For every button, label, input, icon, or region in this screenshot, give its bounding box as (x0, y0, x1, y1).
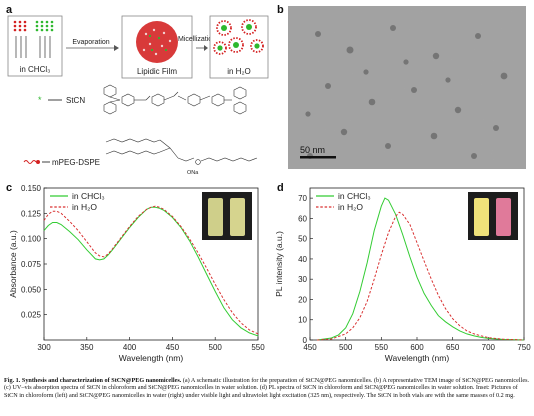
tem-image: 50 nm (288, 6, 526, 169)
x-tick-label: 400 (123, 343, 137, 352)
caption-body: (a) A schematic illustration for the pre… (4, 377, 530, 399)
y-tick-label: 20 (298, 295, 307, 304)
step3-label: in H₂O (227, 67, 251, 76)
pl-chart: 450 500 550 600 650 700 750 0 10 20 30 40 50 60 70 Wave… (274, 187, 531, 363)
y-tick-label: 10 (298, 316, 307, 325)
x-tick-label: 600 (410, 343, 424, 352)
y-tick-label: 30 (298, 275, 307, 284)
vial-photo-inset (202, 192, 252, 240)
peg-dots-red (13, 20, 27, 32)
stcn-dots-green (35, 20, 54, 32)
peg-legend-label: mPEG-DSPE (52, 158, 100, 167)
panel-letter-d: d (277, 182, 284, 194)
series-line-1 (317, 211, 525, 341)
x-tick-label: 550 (251, 343, 265, 352)
stcn-molecule (103, 84, 247, 115)
figure-caption: Fig. 1. Synthesis and characterization o… (4, 377, 530, 399)
micellization-label: Micellization (178, 36, 216, 43)
micellization-arrowhead (204, 45, 208, 51)
peg-molecule (105, 138, 258, 165)
tem-particles (305, 25, 508, 159)
schematic-drawing: in CHCl₃ Evaporation Lipidic Film Micell… (7, 15, 269, 176)
vial-photo-inset (468, 192, 518, 240)
y-tick-label: 40 (298, 255, 307, 264)
lipidic-film-blob (136, 21, 178, 63)
y-tick-label: 0.125 (21, 209, 42, 218)
y-tick-label: 0.150 (21, 184, 42, 193)
x-tick-label: 300 (37, 343, 51, 352)
caption-title: Synthesis and characterization of StCN@P… (20, 377, 182, 384)
evaporation-label: Evaporation (72, 39, 109, 46)
sodium-label: ONa (187, 170, 199, 176)
y-tick-label: 0.075 (21, 260, 42, 269)
y-tick-label: 0 (303, 336, 308, 345)
y-tick-label: 0.025 (21, 311, 42, 320)
y-axis-label: Absorbance (a.u.) (8, 230, 18, 298)
y-tick-label: 70 (298, 194, 307, 203)
legend-label-1: in H₂O (338, 202, 363, 212)
x-tick-label: 450 (303, 343, 317, 352)
x-tick-label: 350 (80, 343, 94, 352)
vial-right (496, 198, 511, 236)
scale-bar-label: 50 nm (300, 145, 326, 155)
legend-label-0: in CHCl₃ (338, 191, 371, 201)
x-tick-label: 650 (446, 343, 460, 352)
y-tick-label: 50 (298, 235, 307, 244)
x-tick-label: 500 (209, 343, 223, 352)
y-axis-label: PL intensity (a.u.) (274, 231, 284, 297)
legend-label-1: in H₂O (72, 202, 97, 212)
y-tick-label: 60 (298, 214, 307, 223)
schematic-panel: in CHCl₃ Evaporation Lipidic Film Micell… (4, 14, 272, 178)
caption-head: Fig. 1. (4, 377, 21, 384)
legend-label-0: in CHCl₃ (72, 191, 105, 201)
vial-left (474, 198, 489, 236)
tem-texture (288, 6, 526, 169)
x-tick-label: 550 (375, 343, 389, 352)
down-arrows (15, 36, 51, 58)
x-tick-label: 750 (517, 343, 531, 352)
stcn-legend-label: StCN (66, 96, 85, 105)
micelles (213, 19, 264, 55)
x-tick-label: 450 (166, 343, 180, 352)
x-tick-label: 500 (339, 343, 353, 352)
stcn-legend-marker: * (38, 95, 42, 105)
x-axis-label: Wavelength (nm) (119, 353, 184, 363)
absorbance-chart: 300 350 400 450 500 550 0.025 0.050 0.075 0.100 0.… (8, 184, 265, 363)
peg-legend-head (36, 160, 40, 164)
x-tick-label: 700 (482, 343, 496, 352)
step1-label: in CHCl₃ (20, 65, 51, 74)
lipidic-film-stcn (148, 34, 168, 52)
y-tick-label: 0.050 (21, 285, 42, 294)
y-tick-label: 0.100 (21, 235, 42, 244)
peg-legend-chain (23, 160, 37, 164)
step2-label: Lipidic Film (137, 67, 177, 76)
lipidic-film-texture (142, 28, 172, 56)
panel-letter-c: c (6, 182, 13, 194)
vial-right (230, 198, 245, 236)
panel-letter-a: a (6, 4, 13, 16)
vial-left (208, 198, 223, 236)
panel-letter-b: b (277, 4, 284, 16)
series-line-0 (317, 197, 525, 341)
evaporation-arrowhead (114, 45, 119, 51)
series-line-1 (43, 205, 259, 335)
scale-bar (300, 156, 336, 159)
x-axis-label: Wavelength (nm) (385, 353, 450, 363)
